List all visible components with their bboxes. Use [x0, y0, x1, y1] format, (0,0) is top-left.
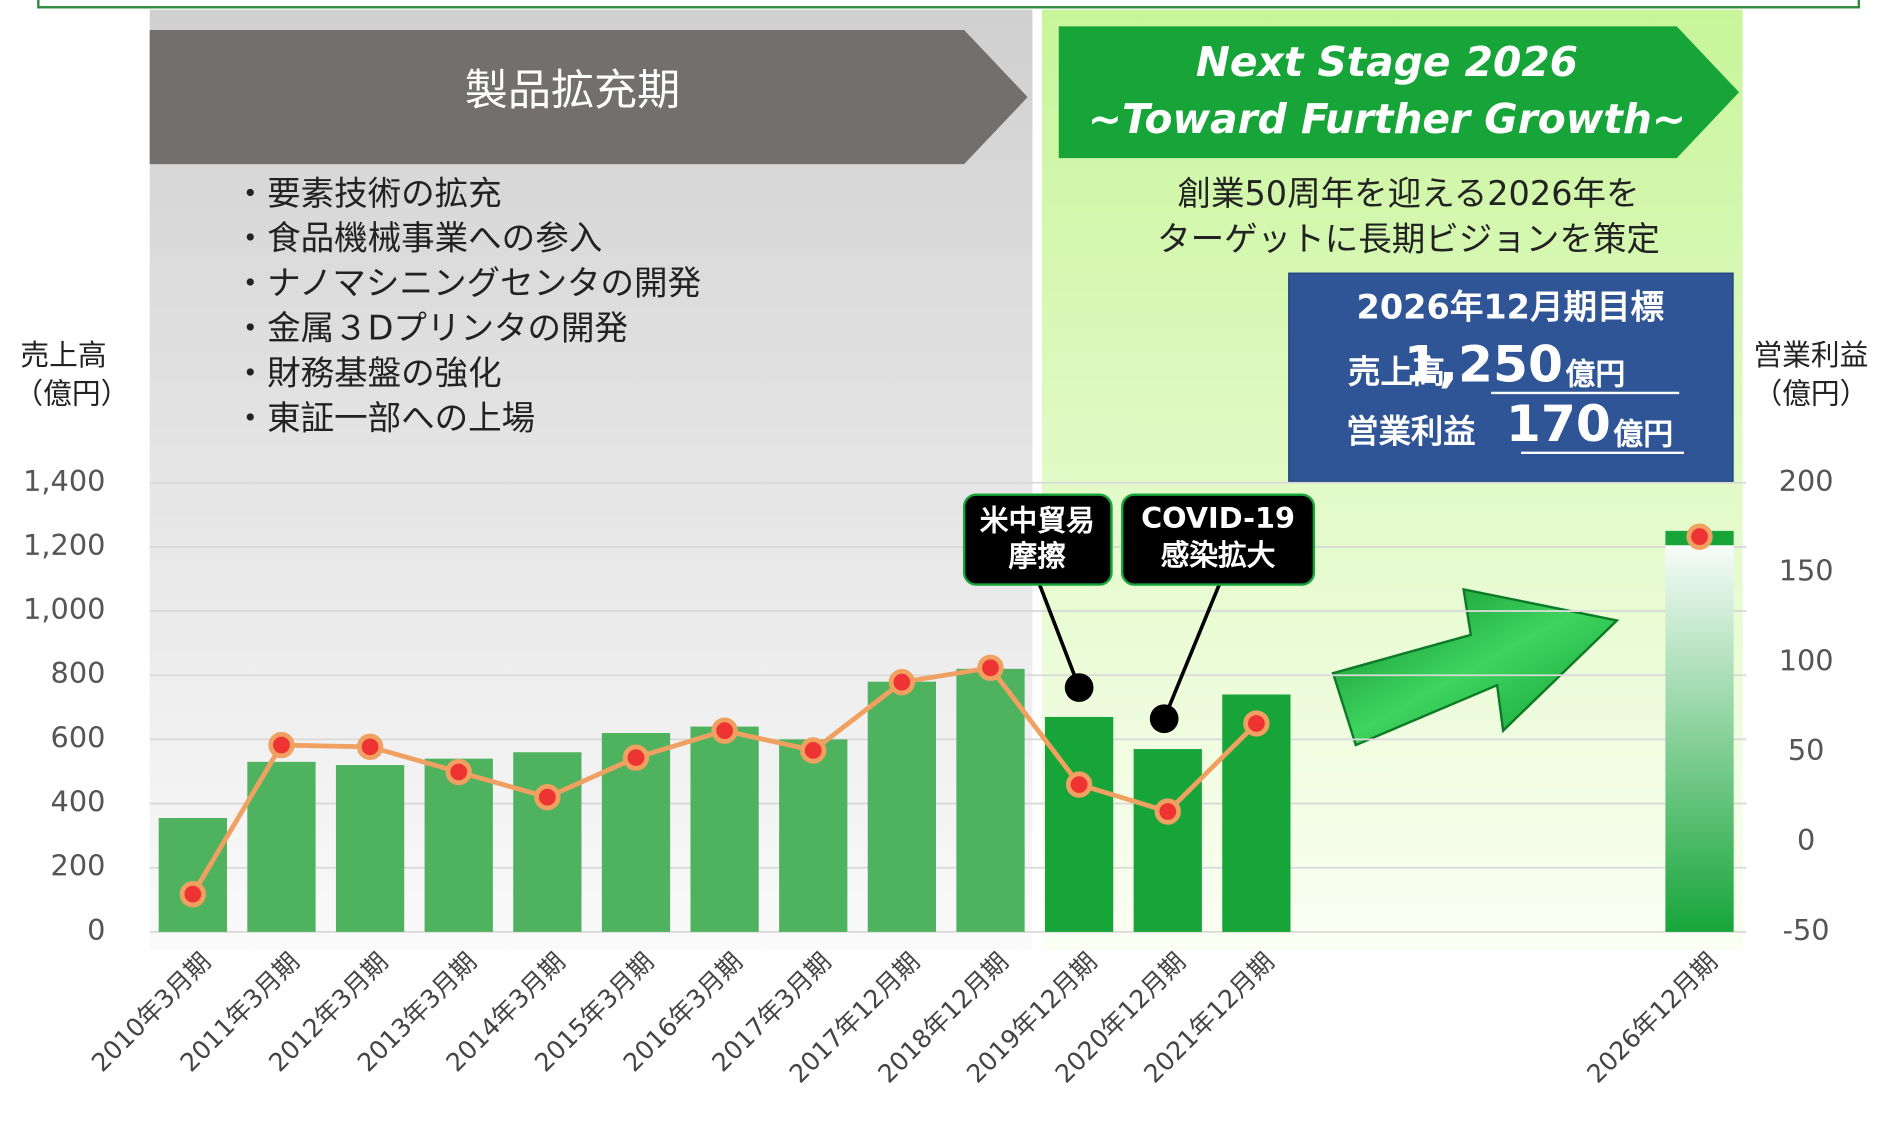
bullet: ・要素技術の拡充 — [234, 174, 502, 213]
bar — [1665, 530, 1734, 932]
marker — [888, 668, 916, 696]
marker — [1065, 771, 1093, 798]
y2-axis-label: 営業利益 — [1753, 338, 1868, 372]
right-text: 創業50周年を迎える2026年を — [1177, 174, 1639, 213]
bar — [956, 668, 1025, 932]
bar — [1133, 749, 1202, 932]
y-axis-label: 売上高 — [20, 338, 106, 372]
bullet: ・ナノマシニングセンタの開発 — [234, 264, 702, 303]
marker — [711, 717, 738, 744]
marker — [268, 731, 295, 759]
right-header: Next Stage 2026 — [1196, 38, 1578, 86]
callout-dot — [1149, 704, 1179, 734]
bar — [335, 765, 405, 932]
y2-tick-label: -50 — [1783, 913, 1830, 947]
callout-line — [1162, 583, 1221, 720]
bullet: ・東証一部への上場 — [234, 398, 536, 437]
y2-axis-label: （億円） — [1753, 376, 1868, 410]
target-value: 1,250 — [1404, 334, 1563, 393]
target-label: 営業利益 — [1346, 413, 1475, 451]
callout-box — [1121, 493, 1316, 586]
bullet: ・食品機械事業への参入 — [234, 219, 603, 258]
bar — [424, 758, 493, 932]
y-axis-label: （億円） — [14, 376, 129, 410]
y2-tick-label: 0 — [1797, 823, 1815, 857]
y-tick-label: 800 — [51, 656, 106, 690]
y-tick-label: 0 — [87, 913, 105, 947]
y-tick-label: 1,200 — [23, 528, 105, 562]
callout-line — [1037, 583, 1081, 689]
target-box — [1288, 272, 1734, 483]
marker — [1154, 798, 1181, 825]
target-title: 2026年12月期目標 — [1357, 288, 1665, 327]
right-header: ~Toward Further Growth~ — [1088, 95, 1686, 143]
bar — [513, 752, 582, 932]
marker — [445, 758, 472, 786]
bar — [779, 739, 848, 932]
right-text: ターゲットに長期ビジョンを策定 — [1157, 219, 1660, 258]
bullet: ・財務基盤の強化 — [234, 353, 502, 392]
callout-text: 摩擦 — [1008, 539, 1066, 573]
callout-text: 米中貿易 — [980, 503, 1095, 537]
marker — [534, 783, 561, 811]
y2-tick-label: 100 — [1779, 643, 1834, 677]
y-tick-label: 1,000 — [23, 592, 105, 626]
left-header: 製品拡充期 — [465, 66, 681, 116]
y-tick-label: 200 — [51, 849, 106, 883]
bar — [690, 726, 759, 932]
marker — [800, 737, 827, 764]
marker — [1243, 710, 1270, 737]
callout-dot — [1064, 673, 1094, 702]
x-tick-label: 2026年12月期 — [1581, 947, 1723, 1089]
bar — [867, 681, 937, 932]
callout-text: COVID-19 — [1141, 501, 1295, 535]
target-unit: 億円 — [1613, 418, 1673, 453]
marker — [622, 744, 650, 771]
marker — [356, 733, 384, 761]
target-unit: 億円 — [1565, 358, 1625, 393]
y-tick-label: 1,400 — [23, 464, 105, 498]
right-header-arrow — [1058, 26, 1740, 159]
y2-tick-label: 200 — [1779, 464, 1834, 498]
marker — [179, 880, 207, 908]
bar — [158, 818, 227, 932]
y2-tick-label: 150 — [1779, 554, 1834, 588]
frame — [37, 0, 1861, 9]
marker — [1686, 523, 1713, 550]
bar — [247, 761, 316, 932]
y-tick-label: 600 — [51, 720, 106, 754]
y-tick-label: 400 — [51, 785, 106, 819]
left-header-arrow — [149, 30, 1028, 165]
bullet: ・金属３Dプリンタの開発 — [234, 309, 628, 348]
callout-box — [962, 493, 1113, 586]
marker — [977, 654, 1004, 681]
y2-tick-label: 50 — [1788, 733, 1825, 767]
callout-text: 感染拡大 — [1161, 538, 1276, 572]
target-label: 売上高 — [1348, 353, 1445, 391]
target-value: 170 — [1506, 394, 1611, 453]
